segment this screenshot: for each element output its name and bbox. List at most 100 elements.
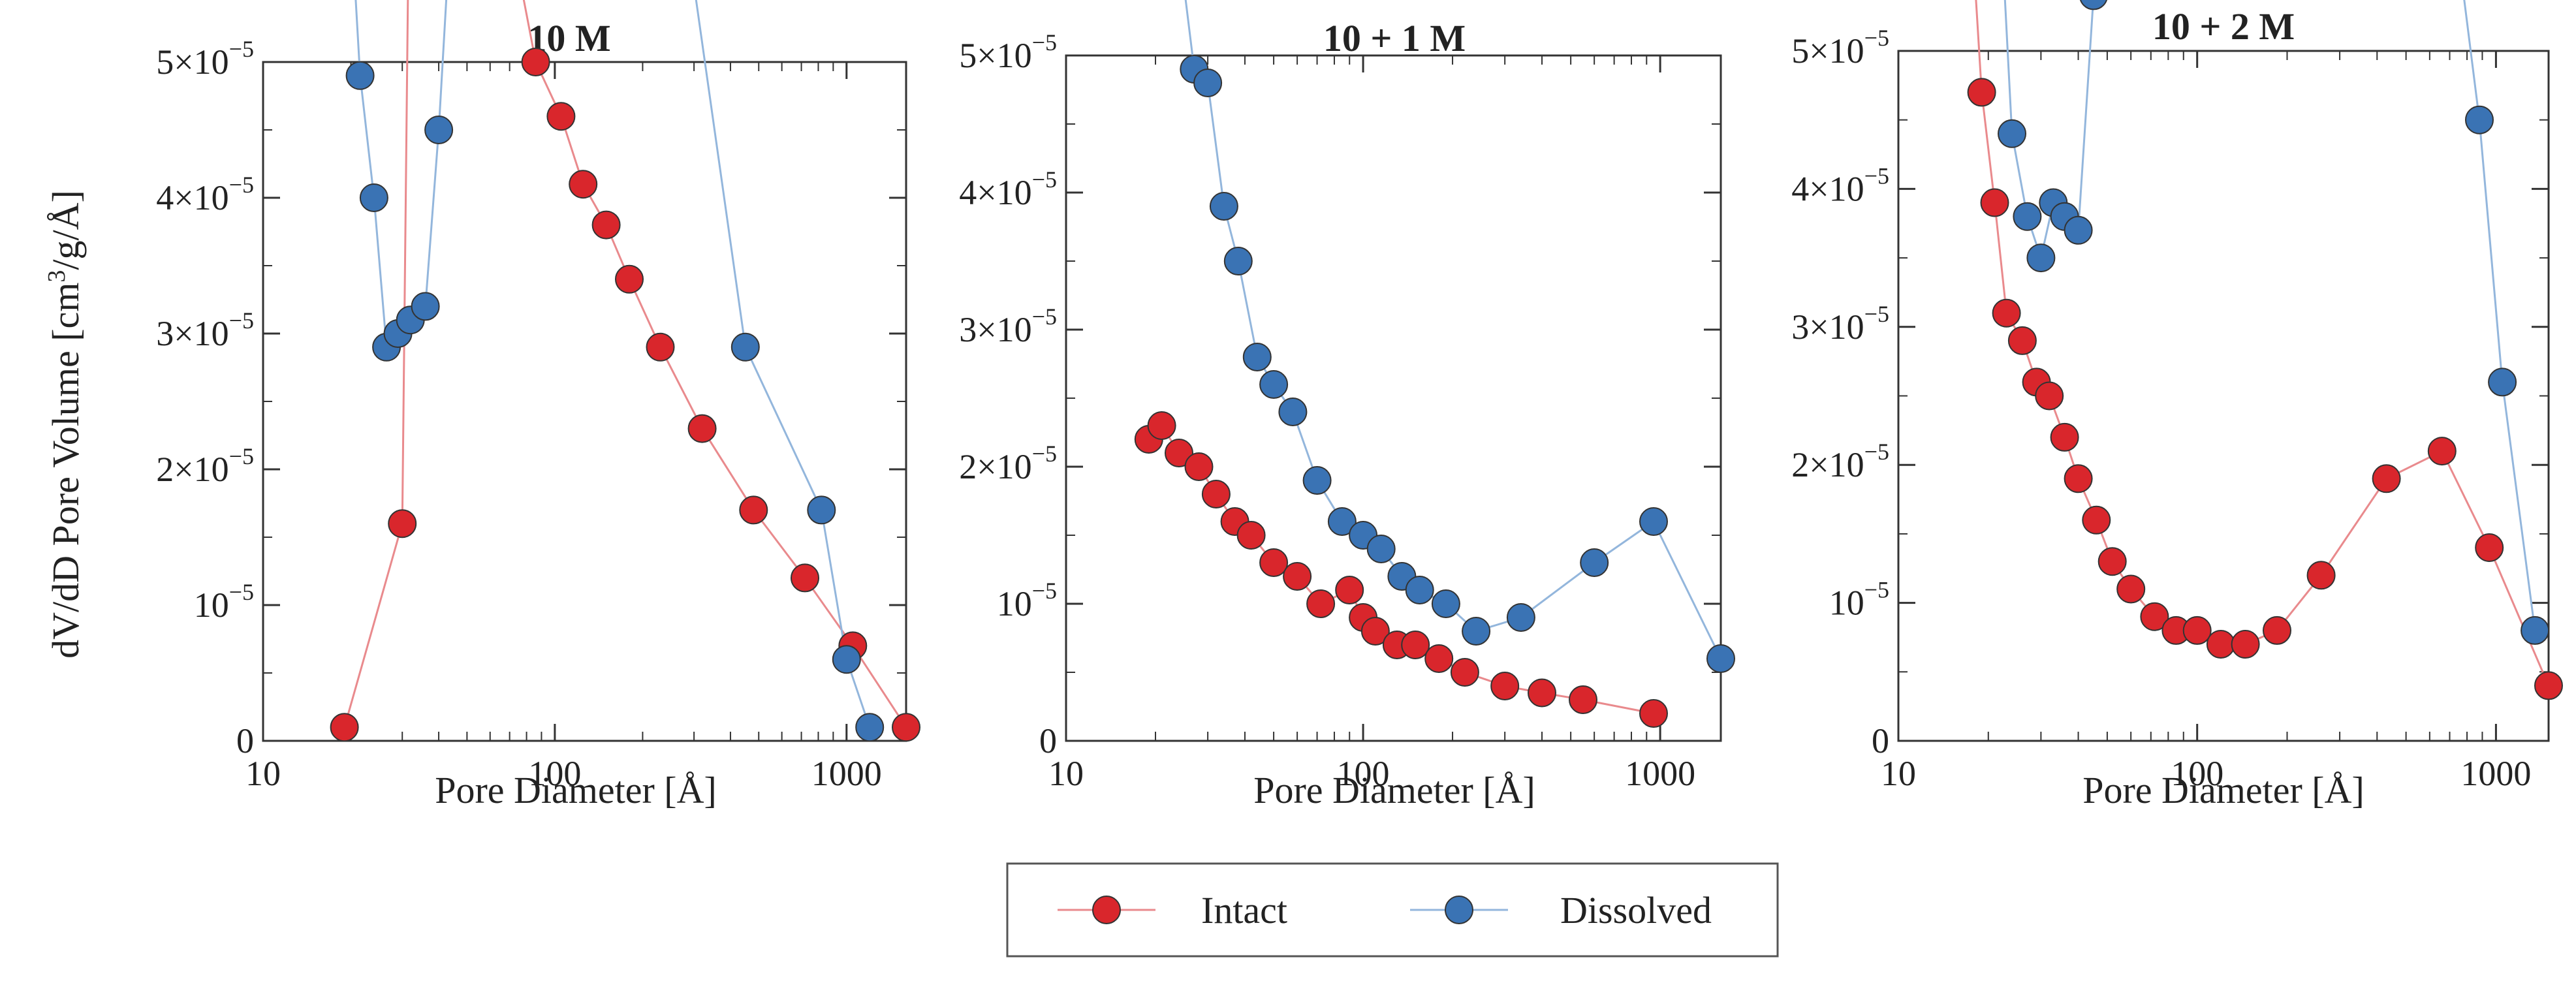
- x-tick-label: 100: [1337, 754, 1390, 793]
- x-tick-labels: 10 100 1000: [1881, 754, 2531, 793]
- x-tick-label: 1000: [811, 754, 882, 793]
- y-tick-label: 2×10−5: [959, 441, 1057, 486]
- y-tick-label: 2×10−5: [156, 443, 254, 489]
- plot-frame: [262, 61, 907, 742]
- data-point-intact: [569, 170, 598, 199]
- x-tick-labels: 10 100 1000: [245, 754, 882, 793]
- data-point-intact: [521, 48, 550, 76]
- data-point-dissolved: [855, 713, 885, 742]
- legend-marker-dissolved: [1445, 896, 1473, 924]
- y-tick-label: 4×10−5: [959, 166, 1057, 212]
- data-point-intact: [646, 332, 675, 362]
- data-point-dissolved: [359, 183, 388, 212]
- panel-title: 10 + 1 M: [1323, 17, 1466, 59]
- data-point-intact: [1967, 78, 1996, 107]
- data-point-dissolved: [1580, 548, 1609, 577]
- data-point-dissolved: [2064, 215, 2093, 245]
- data-point-intact: [2007, 326, 2037, 355]
- data-point-dissolved: [1366, 535, 1396, 563]
- legend-label-intact: Intact: [1201, 889, 1287, 931]
- data-point-intact: [1147, 411, 1176, 440]
- data-point-dissolved: [832, 645, 861, 674]
- data-point-intact: [1335, 576, 1364, 604]
- x-tick-label: 10: [1048, 754, 1084, 793]
- data-point-intact: [591, 210, 621, 240]
- panel-title: 10 + 2 M: [2152, 5, 2295, 48]
- series-lines: [1975, 0, 2550, 686]
- series-line-intact: [343, 0, 907, 728]
- data-point-intact: [546, 102, 576, 131]
- x-tick-label: 1000: [1625, 754, 1695, 793]
- data-point-dissolved: [2013, 202, 2042, 231]
- data-point-intact: [1306, 589, 1336, 618]
- data-point-dissolved: [345, 61, 375, 90]
- panel-1: 10 M 010−52×10−53×10−54×10−55×10−5 10 100…: [156, 0, 920, 811]
- data-point-dissolved: [1242, 343, 1272, 371]
- y-tick-label: 3×10−5: [1791, 301, 1889, 347]
- y-tick-label: 3×10−5: [959, 304, 1057, 349]
- data-point-dissolved: [2080, 0, 2107, 10]
- y-tick-labels: 0 10−5 2×10−5 3×10−5 4×10−5 5×10−5: [156, 36, 254, 760]
- x-tick-label: 100: [528, 754, 581, 793]
- y-tick-label: 0: [1039, 721, 1057, 760]
- data-point-intact: [1165, 439, 1193, 467]
- data-point-intact: [615, 264, 644, 294]
- data-point-dissolved: [1259, 370, 1289, 399]
- data-point-intact: [892, 713, 920, 742]
- y-tick-label: 5×10−5: [959, 29, 1057, 75]
- data-point-intact: [2372, 464, 2401, 493]
- data-point-intact: [1528, 678, 1556, 708]
- legend-marker-intact: [1092, 896, 1121, 924]
- y-tick-label: 4×10−5: [156, 172, 254, 217]
- data-point-dissolved: [1639, 507, 1668, 536]
- data-point-intact: [2097, 547, 2127, 576]
- x-tick-labels: 10 100 1000: [1048, 754, 1695, 793]
- data-point-dissolved: [2465, 105, 2494, 134]
- data-point-intact: [1450, 658, 1479, 687]
- series-lines: [343, 0, 907, 728]
- data-point-intact: [2140, 602, 2169, 631]
- y-axis-label: dV/dD Pore Volume [cm3/g/Å]: [43, 190, 87, 659]
- x-tick-label: 10: [245, 754, 281, 793]
- series-points: [330, 48, 920, 742]
- y-tick-label: 10−5: [194, 579, 254, 625]
- y-tick-label: 10−5: [1829, 577, 1889, 623]
- data-point-dissolved: [1506, 603, 1535, 632]
- data-point-intact: [2050, 422, 2079, 452]
- axis-ticks: [1065, 54, 1721, 742]
- y-tick-labels: 0 10−5 2×10−5 3×10−5 4×10−5 5×10−5: [1791, 25, 1889, 760]
- data-point-dissolved: [1405, 576, 1434, 604]
- y-tick-label: 5×10−5: [156, 36, 254, 82]
- x-axis-label: Pore Diameter [Å]: [1253, 769, 1535, 811]
- x-axis-label: Pore Diameter [Å]: [435, 769, 717, 811]
- legend-item-intact: Intact: [1058, 889, 1287, 931]
- y-tick-label: 5×10−5: [1791, 25, 1889, 70]
- data-point-intact: [1424, 644, 1454, 673]
- legend: Intact Dissolved: [1006, 862, 1779, 958]
- data-point-intact: [1490, 672, 1520, 700]
- data-point-intact: [2263, 616, 2291, 645]
- series-points: [1967, 0, 2563, 700]
- data-point-dissolved: [1193, 69, 1223, 97]
- data-point-dissolved: [1278, 398, 1308, 426]
- x-tick-label: 1000: [2460, 754, 2531, 793]
- data-point-intact: [2206, 630, 2235, 659]
- data-point-dissolved: [730, 332, 760, 362]
- series-line-intact: [1975, 0, 2550, 686]
- y-tick-label: 0: [1872, 721, 1889, 760]
- x-axis-label: Pore Diameter [Å]: [2082, 769, 2364, 811]
- data-point-intact: [1201, 480, 1231, 508]
- data-point-intact: [1236, 521, 1266, 550]
- data-point-dissolved: [1431, 589, 1460, 618]
- data-point-intact: [791, 563, 819, 593]
- data-point-dissolved: [2488, 367, 2517, 397]
- series-line-dissolved: [354, 0, 871, 728]
- data-point-dissolved: [1706, 644, 1735, 673]
- x-tick-label: 10: [1881, 754, 1916, 793]
- series-points: [1134, 55, 1735, 728]
- data-point-intact: [330, 713, 359, 742]
- data-point-intact: [1980, 188, 2009, 217]
- data-point-intact: [2534, 671, 2563, 700]
- data-point-intact: [1360, 617, 1390, 646]
- y-tick-label: 4×10−5: [1791, 163, 1889, 208]
